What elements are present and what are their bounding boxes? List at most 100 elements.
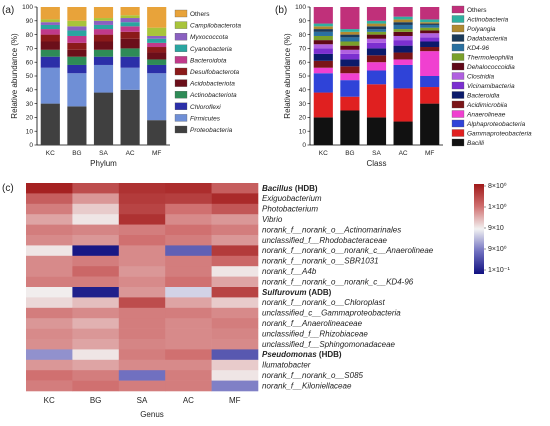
legend-swatch-actinobacteriota [174, 91, 188, 99]
heatmap-cell-norank-f-a4b-sa [118, 266, 166, 277]
bar-segment-mf-proteobacteria [147, 120, 167, 145]
heatmap-cell-unclassified-f-sphingomonadaceae-kc [26, 339, 73, 350]
heatmap-cell-norank-f-kiloniellaceae-ac [165, 380, 212, 392]
heatmap-cell-norank-f-kiloniellaceae-sa [118, 380, 166, 392]
bar-segment-mf-others [420, 7, 440, 20]
bar-segment-ac-kd4-96 [393, 24, 413, 30]
legend-swatch-bacteroidota [174, 56, 188, 64]
panel-label-b: (b) [275, 5, 287, 16]
heatmap-cell-ilumatobacter-mf [211, 359, 259, 371]
bar-segment-bg-firmicutes [67, 73, 87, 107]
y-axis-title: Relative abundance (%) [10, 33, 19, 119]
bar-segment-mf-bacteroidia [420, 41, 440, 48]
heatmap-cell-norank-f-norank-o-norank-c-anaerolineae-bg [72, 245, 120, 257]
heatmap-cell-norank-f-norank-o-s085-sa [118, 370, 166, 381]
heatmap-cell-norank-f-norank-o-sbr1031-kc [26, 255, 73, 267]
bar-segment-sa-acidobacteriota [93, 41, 114, 50]
bar-segment-ac-dehalococcoidia [393, 31, 413, 36]
y-tick-label: 100 [295, 4, 306, 11]
heatmap-cell-ilumatobacter-kc [26, 359, 73, 371]
legend-swatch-firmicutes [174, 114, 188, 122]
bar-segment-sa-polyangia [366, 23, 387, 27]
bar-segment-mf-others [147, 7, 167, 28]
y-tick-label: 20 [299, 115, 307, 122]
heatmap-cell-norank-f-norank-o-sbr1031-sa [118, 255, 166, 267]
legend-swatch-acidobacteriota [174, 79, 188, 87]
x-tick-label-kc: KC [46, 150, 55, 157]
bar-segment-mf-dadabacteriia [420, 23, 440, 25]
bar-segment-mf-kd4-96 [420, 24, 440, 28]
bar-segment-sa-bacteroidia [366, 48, 387, 56]
bar-segment-ac-others [120, 7, 140, 16]
bar-segment-sa-thermoleophilia [366, 31, 387, 35]
bar-segment-ac-proteobacteria [120, 89, 140, 145]
y-tick-label: 10 [26, 128, 34, 135]
row-label-exiguobacterium: Exiguobacterium [262, 194, 322, 203]
heatmap-cell-norank-f-norank-o-sbr1031-ac [165, 255, 212, 267]
bar-segment-kc-others [40, 7, 60, 20]
bar-segment-ac-campilobacterota [120, 15, 140, 19]
bar-segment-kc-actinobacteriota [40, 49, 60, 57]
heatmap-cell-norank-f-anaerolineaceae-sa [118, 318, 166, 329]
heatmap-cell-norank-f-a4b-ac [165, 266, 212, 277]
legend-swatch-kd4-96 [451, 43, 465, 52]
bar-segment-sa-gammaproteobacteria [366, 84, 387, 118]
bar-segment-mf-acidobacteriota [147, 52, 167, 60]
heatmap-cell-norank-f-norank-o-sbr1031-bg [72, 255, 120, 267]
bar-segment-sa-dadabacteriia [366, 26, 387, 30]
heatmap-cell-unclassified-f-sphingomonadaceae-mf [211, 339, 259, 350]
legend-swatch-myxococcota [174, 33, 188, 41]
bar-segment-bg-alphaproteobacteria [340, 80, 360, 97]
legend-swatch-polyangia [451, 24, 465, 33]
bar-segment-sa-dehalococcoidia [366, 34, 387, 39]
y-tick-label: 10 [299, 128, 307, 135]
row-label-norank-f-anaerolineaceae: norank_f__Anaerolineaceae [262, 319, 363, 328]
bar-segment-ac-chloroflexi [120, 56, 140, 68]
legend-label-others: Others [190, 11, 210, 18]
legend-swatch-cyanobacteria [174, 44, 188, 52]
bar-segment-kc-vicinamibacteria [313, 48, 333, 54]
y-tick-label: 0 [29, 142, 33, 149]
legend-swatch-proteobacteria [174, 125, 188, 134]
heatmap-cell-norank-f-a4b-kc [26, 266, 73, 277]
bar-segment-kc-clostridia [313, 44, 333, 49]
bar-segment-kc-campilobacterota [40, 19, 60, 23]
bar-segment-ac-firmicutes [120, 67, 140, 90]
row-label-unclassified-f-rhizobiaceae: unclassified_f__Rhizobiaceae [262, 329, 368, 338]
column-label-ac: AC [183, 396, 194, 405]
heatmap-cell-unclassified-f-sphingomonadaceae-ac [165, 339, 212, 350]
heatmap-cell-norank-f-norank-o-chloroplast-mf [211, 297, 259, 309]
bar-segment-mf-anaerolineae [420, 51, 440, 76]
row-label-sulfurovum: Sulfurovum (ADB) [262, 288, 332, 297]
bar-segment-bg-actinobacteriota [67, 56, 87, 65]
bar-segment-kc-kd4-96 [313, 31, 333, 36]
row-label-ilumatobacter: Ilumatobacter [262, 361, 311, 370]
bar-segment-ac-actinobacteriota [120, 48, 140, 57]
x-axis-title: Phylum [90, 159, 117, 168]
bar-segment-mf-clostridia [420, 33, 440, 38]
bar-segment-mf-dehalococcoidia [420, 30, 440, 34]
bar-segment-bg-others [340, 7, 360, 30]
legend-label-dadabacteriia: Dadabacteriia [467, 36, 507, 43]
bar-segment-ac-myxococcota [120, 18, 140, 23]
heatmap-cell-pseudomonas-kc [26, 349, 73, 361]
legend-label-acidimicrobiia: Acidimicrobiia [466, 102, 507, 109]
heatmap-cell-vibrio-ac [165, 214, 212, 225]
heatmap-cell-unclassified-c-gammaproteobacteria-mf [211, 307, 259, 319]
bar-segment-ac-dadabacteriia [393, 22, 413, 25]
y-tick-label: 60 [299, 59, 307, 66]
legend-label-bacilli: Bacilli [467, 140, 485, 147]
bar-segment-sa-vicinamibacteria [366, 42, 387, 49]
row-label-norank-f-norank-o-actinomarinales: norank_f__norank_o__Actinomarinales [262, 225, 401, 234]
y-tick-label: 70 [299, 46, 307, 53]
row-label-norank-f-norank-o-norank-c-anaerolineae: norank_f__norank_o__norank_c__Anaeroline… [262, 246, 434, 255]
heatmap-cell-bacillus-kc [26, 183, 73, 194]
heatmap-cell-sulfurovum-kc [26, 287, 73, 298]
bar-segment-ac-vicinamibacteria [393, 40, 413, 46]
legend-swatch-bacilli [451, 138, 465, 147]
bar-segment-sa-cyanobacteria [93, 24, 114, 30]
heatmap-cell-unclassified-c-gammaproteobacteria-sa [118, 307, 166, 319]
bar-segment-sa-myxococcota [93, 20, 114, 25]
legend-swatch-others [174, 9, 188, 18]
heatmap-cell-unclassified-f-rhodobacteraceae-kc [26, 235, 73, 246]
